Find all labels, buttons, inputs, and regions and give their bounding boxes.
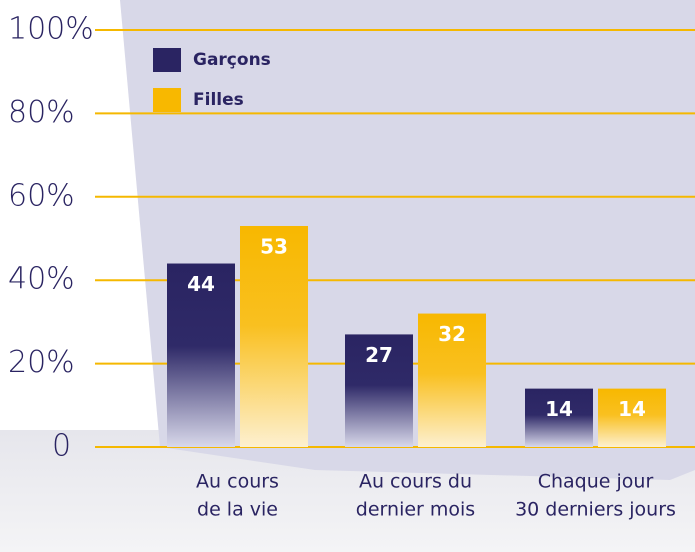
value-label: 14 [618,397,646,421]
bar [525,388,593,447]
x-tick-label: 30 derniers jours [515,499,676,521]
value-label: 27 [365,343,393,367]
bar [345,334,413,447]
y-tick-label: 20% [8,345,75,380]
legend-swatch [153,88,181,112]
y-tick-label: 100% [8,12,94,47]
value-label: 53 [260,234,288,258]
x-tick-label: de la vie [197,499,278,521]
x-tick-label: dernier mois [356,499,475,521]
y-tick-label: 40% [8,262,75,297]
value-label: 14 [545,397,573,421]
legend-label: Garçons [193,50,271,70]
value-label: 44 [187,272,215,296]
bar [167,263,235,447]
value-label: 32 [438,322,466,346]
x-tick-label: Chaque jour [538,471,654,493]
bar [598,388,666,447]
x-tick-label: Au cours du [359,471,472,493]
y-tick-label: 80% [8,95,75,130]
bar [240,225,308,447]
legend-label: Filles [193,90,244,110]
y-tick-label: 0 [52,429,71,464]
legend-swatch [153,48,181,72]
x-tick-label: Au cours [196,471,279,493]
bar [418,313,486,447]
y-tick-label: 60% [8,178,75,213]
